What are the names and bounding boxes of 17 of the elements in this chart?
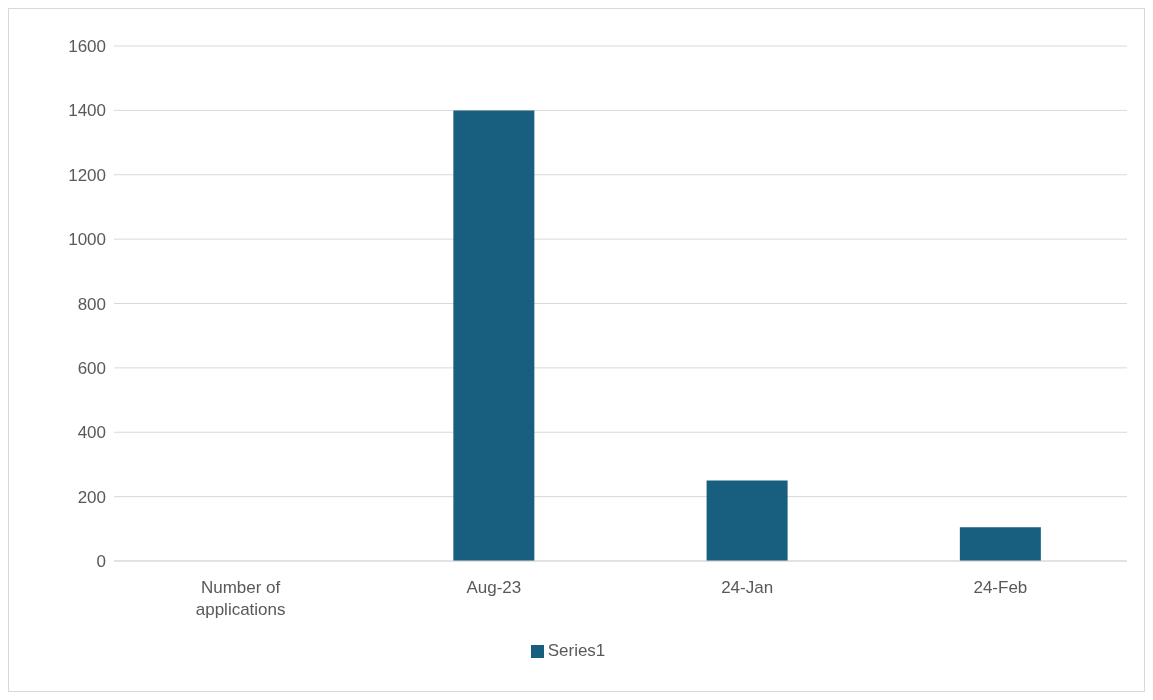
y-tick-label: 1600 (68, 37, 106, 57)
y-tick-label: 600 (77, 358, 106, 378)
y-tick-label: 1000 (68, 230, 106, 250)
y-tick-label: 400 (77, 423, 106, 443)
legend-label: Series1 (547, 641, 606, 660)
bar (453, 110, 535, 561)
bar (706, 480, 788, 561)
x-tick-label: Number of applications (195, 578, 286, 620)
y-tick-label: 1200 (68, 165, 106, 185)
x-tick-label: 24-Jan (721, 578, 774, 598)
x-tick-label: 24-Feb (973, 578, 1028, 598)
y-tick-label: 1400 (68, 101, 106, 121)
y-tick-label: 800 (77, 294, 106, 314)
y-tick-label: 0 (96, 552, 106, 572)
y-tick-label: 200 (77, 487, 106, 507)
x-tick-label: Aug-23 (466, 578, 522, 598)
bar (959, 527, 1041, 561)
